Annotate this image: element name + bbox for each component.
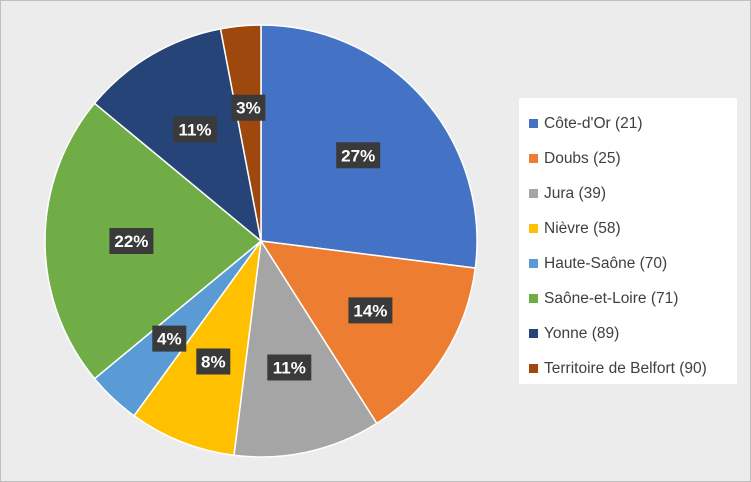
data-label-text: 22% xyxy=(114,232,148,251)
legend-swatch xyxy=(529,154,538,163)
legend-swatch xyxy=(529,364,538,373)
legend-swatch xyxy=(529,329,538,338)
pie-slice xyxy=(132,240,262,457)
legend-label: Doubs (25) xyxy=(544,149,621,167)
data-label-text: 4% xyxy=(157,330,182,349)
legend-label: Territoire de Belfort (90) xyxy=(544,359,707,377)
data-label-box xyxy=(348,297,393,324)
data-label: 3% xyxy=(231,94,266,121)
chart-legend: Côte-d'Or (21) Doubs (25) Jura (39) Nièv… xyxy=(519,98,737,384)
data-label-box xyxy=(336,142,381,169)
legend-label: Nièvre (58) xyxy=(544,219,621,237)
data-label-box xyxy=(196,348,231,375)
data-label: 22% xyxy=(109,228,154,254)
data-label-box xyxy=(152,325,187,352)
data-label-text: 11% xyxy=(273,359,306,378)
legend-item: Nièvre (58) xyxy=(529,211,737,246)
legend-item: Territoire de Belfort (90) xyxy=(529,351,737,386)
data-label-text: 3% xyxy=(236,99,261,118)
legend-swatch xyxy=(529,224,538,233)
legend-swatch xyxy=(529,294,538,303)
data-label: 14% xyxy=(348,297,393,324)
pie-slice xyxy=(259,240,477,425)
legend-item: Yonne (89) xyxy=(529,316,737,351)
data-label-box xyxy=(173,116,217,143)
legend-swatch xyxy=(529,119,538,128)
data-label: 8% xyxy=(196,348,231,375)
data-label-text: 27% xyxy=(341,146,375,165)
legend-item: Côte-d'Or (21) xyxy=(529,106,737,141)
pie-slice xyxy=(219,24,262,242)
legend-item: Doubs (25) xyxy=(529,141,737,176)
legend-label: Yonne (89) xyxy=(544,324,620,342)
data-label: 27% xyxy=(336,142,381,169)
legend-item: Saône-et-Loire (71) xyxy=(529,281,737,316)
data-label: 11% xyxy=(173,116,217,143)
legend-label: Saône-et-Loire (71) xyxy=(544,289,679,307)
data-label-text: 14% xyxy=(353,301,387,320)
pie-slice xyxy=(233,238,378,458)
data-label-box xyxy=(267,354,312,381)
data-label-text: 8% xyxy=(201,353,226,372)
data-label-box xyxy=(109,228,154,254)
legend-swatch xyxy=(529,189,538,198)
legend-item: Jura (39) xyxy=(529,176,737,211)
legend-label: Haute-Saône (70) xyxy=(544,254,668,272)
data-label: 11% xyxy=(267,354,312,381)
data-label: 4% xyxy=(152,325,187,352)
legend-item: Haute-Saône (70) xyxy=(529,246,737,281)
legend-swatch xyxy=(529,259,538,268)
legend-label: Côte-d'Or (21) xyxy=(544,114,643,132)
data-label-box xyxy=(231,94,266,121)
data-label-text: 11% xyxy=(178,120,211,139)
legend-label: Jura (39) xyxy=(544,184,607,202)
